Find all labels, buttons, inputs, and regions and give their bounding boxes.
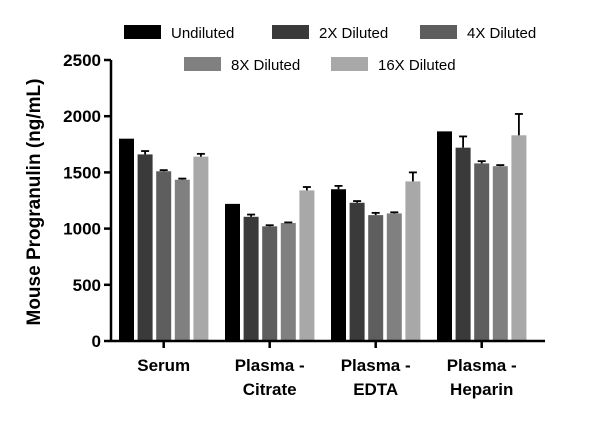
bar-8x-diluted-3 [492,166,508,341]
bar-undiluted-0 [119,138,134,341]
legend-swatch-16x-diluted [331,57,368,71]
bar-4x-diluted-1 [262,226,278,341]
bars [119,113,527,341]
x-category-label: Plasma - [447,356,517,375]
bar-8x-diluted-1 [280,222,296,341]
y-tick-label: 1000 [63,220,101,239]
x-category-label: Serum [137,356,190,375]
legend-label-16x-diluted: 16X Diluted [378,57,456,74]
bar-16x-diluted-1 [299,190,315,341]
bar-16x-diluted-0 [193,156,209,341]
y-tick-label: 2000 [63,107,101,126]
bar-4x-diluted-0 [156,171,172,341]
x-category-label: Heparin [450,380,513,399]
x-category-label: Plasma - [341,356,411,375]
x-category-label: Citrate [243,380,297,399]
legend-label-4x-diluted: 4X Diluted [467,25,536,42]
legend-swatch-undiluted [124,25,161,39]
bar-undiluted-1 [225,203,240,341]
y-tick-label: 1500 [63,163,101,182]
bar-16x-diluted-3 [511,135,527,341]
y-axis: 0 500 1000 1500 2000 2500 [63,51,113,351]
legend: Undiluted 2X Diluted 4X Diluted 8X Diluted 1… [124,25,536,74]
bar-8x-diluted-0 [174,179,190,341]
bar-8x-diluted-2 [386,213,402,341]
legend-label-undiluted: Undiluted [171,25,234,42]
x-axis: Serum Plasma - Citrate Plasma - EDTA Plasma -… [111,339,545,399]
bar-4x-diluted-3 [474,163,490,341]
bar-2x-diluted-2 [349,202,365,341]
legend-label-2x-diluted: 2X Diluted [319,25,388,42]
x-category-label: EDTA [353,380,398,399]
legend-swatch-4x-diluted [420,25,457,39]
bar-2x-diluted-1 [243,216,259,341]
legend-swatch-2x-diluted [272,25,309,39]
bar-undiluted-3 [437,131,452,341]
legend-label-8x-diluted: 8X Diluted [231,57,300,74]
bar-2x-diluted-0 [137,154,153,341]
y-tick-label: 0 [92,332,101,351]
x-category-label: Plasma - [235,356,305,375]
bar-undiluted-2 [331,189,346,341]
bar-4x-diluted-2 [368,215,384,341]
bar-16x-diluted-2 [405,181,421,341]
y-tick-label: 2500 [63,51,101,70]
bar-2x-diluted-3 [455,147,471,341]
y-axis-title: Mouse Progranulin (ng/mL) [24,79,45,326]
legend-swatch-8x-diluted [184,57,221,71]
y-tick-label: 500 [73,276,101,295]
